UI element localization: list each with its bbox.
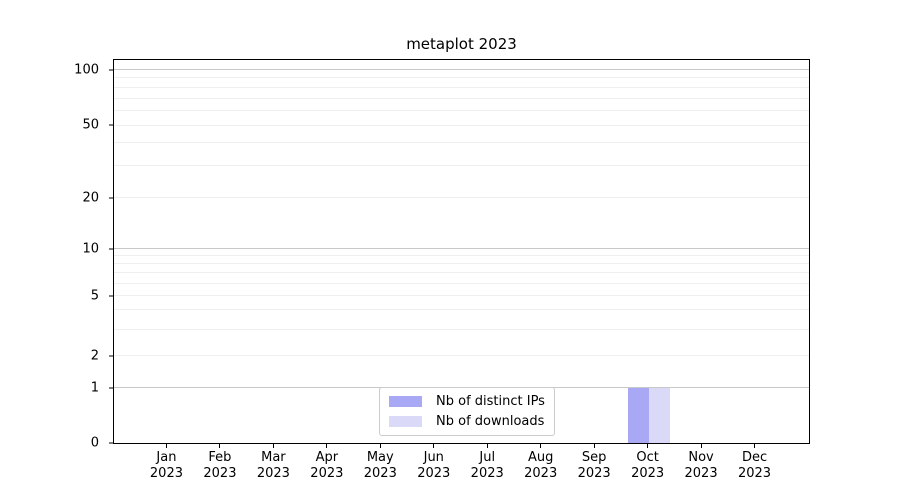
x-tick-label: Aug 2023	[524, 450, 557, 482]
y-tick-label: 0	[90, 435, 99, 451]
x-tick-mark	[593, 444, 595, 448]
x-tick-year: 2023	[203, 466, 237, 481]
y-gridline-minor	[114, 255, 809, 257]
x-tick-month: Sep	[581, 450, 607, 465]
y-tick-mark	[109, 387, 113, 389]
y-gridline-minor	[114, 272, 809, 274]
legend: Nb of distinct IPs Nb of downloads	[379, 387, 555, 436]
x-tick-month: Aug	[527, 450, 554, 465]
x-tick-mark	[326, 444, 328, 448]
y-tick-label: 5	[90, 288, 99, 304]
legend-swatch	[389, 396, 422, 407]
x-tick-year: 2023	[470, 466, 504, 481]
x-tick-year: 2023	[631, 466, 665, 481]
y-gridline-minor	[114, 124, 809, 126]
y-tick-mark	[109, 197, 113, 199]
legend-entry: Nb of downloads	[389, 415, 545, 428]
y-gridline-minor	[114, 282, 809, 284]
y-gridline-minor	[114, 165, 809, 167]
y-axis: 0 1 2 5 10 20 50 100	[0, 59, 113, 450]
plot-area: Nb of distinct IPs Nb of downloads	[113, 59, 810, 444]
x-tick-year: 2023	[577, 466, 611, 481]
x-tick-label: Dec 2023	[738, 450, 771, 482]
y-tick-mark	[109, 69, 113, 71]
y-gridline-minor	[114, 309, 809, 311]
y-gridline-minor	[114, 355, 809, 357]
x-tick-year: 2023	[149, 466, 183, 481]
y-tick-mark	[109, 295, 113, 297]
x-tick-month: Dec	[741, 450, 768, 465]
x-tick-mark	[165, 444, 167, 448]
bar-distinct-ips	[627, 388, 649, 443]
x-tick-label: Sep 2023	[578, 450, 611, 482]
x-tick-month: Jan	[156, 450, 177, 465]
y-tick-mark	[109, 248, 113, 250]
y-gridline-minor	[114, 77, 809, 79]
x-tick-month: Jun	[423, 450, 444, 465]
x-tick-mark	[219, 444, 221, 448]
y-tick-label: 20	[82, 190, 99, 206]
x-tick-label: Jul 2023	[471, 450, 504, 482]
y-tick-label: 50	[82, 117, 99, 133]
x-axis: Jan 2023 Feb 2023 Mar 2023 Apr 2023 May 2023 Jun 20…	[113, 444, 810, 494]
x-tick-mark	[433, 444, 435, 448]
x-tick-label: Nov 2023	[685, 450, 718, 482]
x-tick-mark	[486, 444, 488, 448]
y-gridline-minor	[114, 97, 809, 99]
y-tick-mark	[109, 442, 113, 444]
y-tick-label: 1	[90, 380, 99, 396]
x-tick-year: 2023	[524, 466, 558, 481]
x-tick-year: 2023	[256, 466, 290, 481]
y-tick-mark	[109, 124, 113, 126]
y-gridline-minor	[114, 328, 809, 330]
x-tick-label: Mar 2023	[257, 450, 290, 482]
x-tick-year: 2023	[737, 466, 772, 481]
legend-entry: Nb of distinct IPs	[389, 395, 545, 408]
y-gridline-minor	[114, 86, 809, 88]
y-tick-label: 2	[90, 348, 99, 364]
x-tick-year: 2023	[310, 466, 344, 481]
x-tick-mark	[647, 444, 649, 448]
x-tick-mark	[700, 444, 702, 448]
x-tick-year: 2023	[417, 466, 451, 481]
y-tick-label: 10	[82, 241, 99, 257]
x-tick-label: May 2023	[364, 450, 397, 482]
legend-label: Nb of downloads	[436, 414, 545, 429]
x-tick-label: Jun 2023	[417, 450, 450, 482]
x-tick-month: Mar	[261, 450, 286, 465]
x-tick-year: 2023	[363, 466, 397, 481]
x-tick-month: Nov	[688, 450, 714, 465]
x-tick-mark	[540, 444, 542, 448]
y-gridline-minor	[114, 109, 809, 111]
legend-label: Nb of distinct IPs	[436, 394, 545, 409]
x-tick-month: Apr	[315, 450, 339, 465]
x-tick-label: Apr 2023	[310, 450, 343, 482]
x-tick-mark	[379, 444, 381, 448]
y-gridline-major	[114, 248, 809, 250]
x-tick-label: Jan 2023	[150, 450, 183, 482]
y-gridline-minor	[114, 294, 809, 296]
y-tick-mark	[109, 355, 113, 357]
y-gridline-minor	[114, 142, 809, 144]
x-tick-month: Feb	[208, 450, 232, 465]
legend-swatch	[389, 416, 422, 427]
y-tick-label: 100	[74, 62, 99, 78]
bar-downloads	[648, 388, 670, 443]
x-tick-mark	[272, 444, 274, 448]
y-gridline-minor	[114, 197, 809, 199]
x-tick-month: Jul	[479, 450, 496, 465]
x-tick-label: Feb 2023	[203, 450, 236, 482]
x-tick-year: 2023	[684, 466, 718, 481]
x-tick-month: May	[366, 450, 394, 465]
x-tick-mark	[754, 444, 756, 448]
x-tick-month: Oct	[636, 450, 659, 465]
chart-title: metaplot 2023	[406, 35, 517, 53]
x-tick-label: Oct 2023	[631, 450, 664, 482]
y-gridline-minor	[114, 263, 809, 265]
y-gridline-major	[114, 68, 809, 70]
